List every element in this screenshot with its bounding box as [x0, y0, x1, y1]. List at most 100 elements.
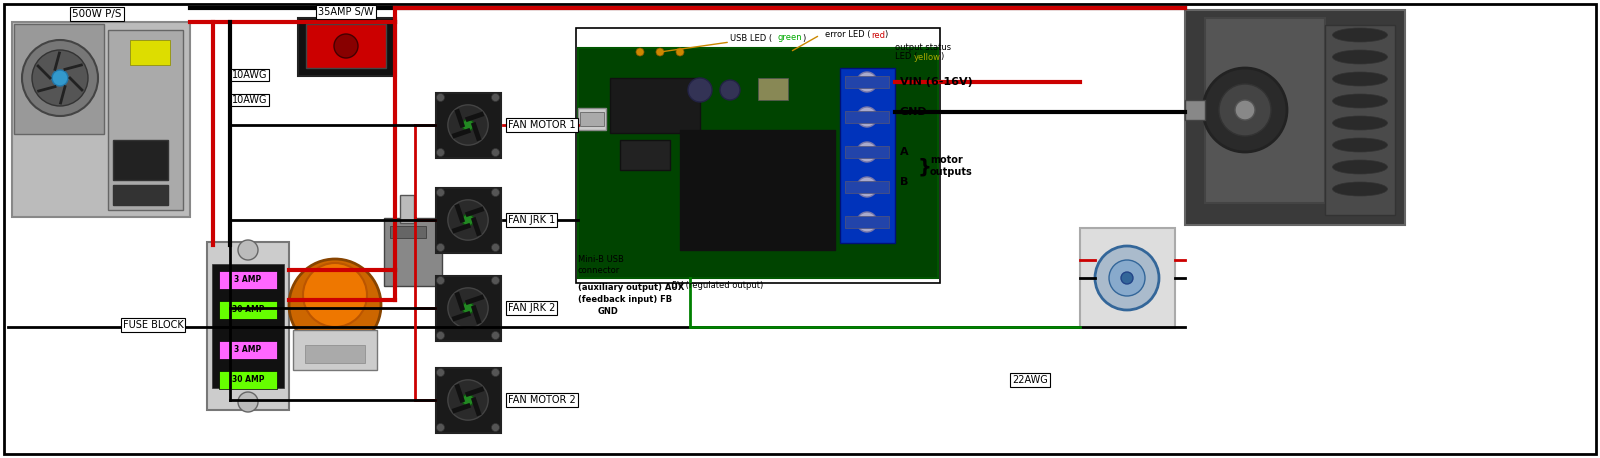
Text: ): ) — [941, 53, 944, 61]
Ellipse shape — [1333, 50, 1387, 64]
Text: USB LED (: USB LED ( — [730, 33, 773, 43]
Text: ): ) — [802, 33, 805, 43]
Bar — [1205, 18, 1325, 203]
Text: 35AMP S/W: 35AMP S/W — [318, 7, 374, 17]
Text: ): ) — [883, 31, 888, 39]
Bar — [211, 264, 285, 388]
Circle shape — [491, 244, 499, 251]
Ellipse shape — [1333, 94, 1387, 108]
Bar — [400, 195, 414, 223]
Bar — [219, 341, 277, 359]
Circle shape — [437, 277, 445, 284]
Text: FAN JRK 2: FAN JRK 2 — [509, 303, 555, 313]
Bar — [1186, 100, 1205, 120]
Text: 30 AMP: 30 AMP — [232, 376, 264, 385]
Circle shape — [51, 70, 67, 86]
Circle shape — [858, 212, 877, 232]
Text: 500W P/S: 500W P/S — [72, 9, 122, 19]
Circle shape — [462, 302, 474, 314]
Bar — [845, 146, 890, 158]
Text: 10AWG: 10AWG — [232, 70, 267, 80]
Bar — [13, 22, 190, 217]
Bar — [219, 371, 277, 389]
Bar — [579, 112, 605, 126]
Circle shape — [656, 48, 664, 56]
Circle shape — [462, 214, 474, 226]
Circle shape — [1203, 68, 1286, 152]
Bar — [114, 140, 168, 180]
Circle shape — [437, 369, 445, 376]
Circle shape — [238, 392, 258, 412]
Text: LED (: LED ( — [894, 53, 917, 61]
Circle shape — [1109, 260, 1146, 296]
Circle shape — [238, 240, 258, 260]
Bar — [845, 111, 890, 123]
Circle shape — [858, 177, 877, 197]
Bar — [1186, 10, 1405, 225]
Bar — [840, 68, 894, 243]
Text: (feedback input) FB: (feedback input) FB — [578, 295, 672, 305]
Bar — [219, 301, 277, 319]
Text: FAN JRK 1: FAN JRK 1 — [509, 215, 555, 225]
Bar — [298, 18, 397, 76]
Circle shape — [688, 78, 712, 102]
Text: B: B — [899, 177, 909, 187]
Circle shape — [637, 48, 643, 56]
Circle shape — [1219, 84, 1270, 136]
Text: green: green — [778, 33, 802, 43]
Bar — [435, 367, 501, 432]
Text: Mini-B USB
connector: Mini-B USB connector — [578, 255, 624, 275]
Circle shape — [290, 259, 381, 351]
Bar — [576, 28, 941, 283]
Circle shape — [1122, 272, 1133, 284]
Circle shape — [1235, 100, 1254, 120]
Ellipse shape — [1333, 72, 1387, 86]
Text: FAN MOTOR 2: FAN MOTOR 2 — [509, 395, 576, 405]
Bar — [435, 93, 501, 158]
Bar — [680, 130, 835, 250]
Circle shape — [302, 263, 366, 327]
Bar — [114, 185, 168, 205]
Circle shape — [448, 105, 488, 145]
Bar — [435, 276, 501, 340]
Text: yellow: yellow — [914, 53, 941, 61]
Text: error LED (: error LED ( — [826, 31, 870, 39]
Circle shape — [858, 142, 877, 162]
Circle shape — [675, 48, 685, 56]
Bar — [109, 30, 182, 210]
Bar — [390, 226, 426, 238]
Text: FAN MOTOR 1: FAN MOTOR 1 — [509, 120, 576, 130]
Bar — [578, 48, 938, 278]
Circle shape — [22, 40, 98, 116]
Text: 3 AMP: 3 AMP — [234, 345, 262, 354]
Circle shape — [32, 50, 88, 106]
Bar — [293, 330, 378, 370]
Circle shape — [491, 424, 499, 431]
Ellipse shape — [1333, 160, 1387, 174]
Bar — [384, 218, 442, 286]
Circle shape — [334, 34, 358, 58]
Text: 10AWG: 10AWG — [232, 95, 267, 105]
Text: outputs: outputs — [930, 167, 973, 177]
Circle shape — [462, 394, 474, 406]
Ellipse shape — [1333, 182, 1387, 196]
Bar — [14, 24, 104, 134]
Bar — [1325, 25, 1395, 215]
Circle shape — [448, 380, 488, 420]
Bar — [1080, 228, 1174, 328]
Text: 22AWG: 22AWG — [1013, 375, 1048, 385]
Text: VIN (6-16V): VIN (6-16V) — [899, 77, 973, 87]
Text: red: red — [870, 31, 885, 39]
Text: 5V (regulated output): 5V (regulated output) — [672, 280, 763, 289]
Bar — [306, 24, 386, 68]
Text: GND: GND — [899, 107, 928, 117]
Text: (auxiliary output) AUX: (auxiliary output) AUX — [578, 284, 685, 293]
Text: motor: motor — [930, 155, 963, 165]
Bar — [206, 242, 290, 410]
Bar — [435, 187, 501, 252]
Ellipse shape — [1333, 28, 1387, 42]
Bar — [610, 78, 701, 133]
Circle shape — [437, 93, 445, 102]
Text: FUSE BLOCK: FUSE BLOCK — [123, 320, 184, 330]
Circle shape — [437, 244, 445, 251]
